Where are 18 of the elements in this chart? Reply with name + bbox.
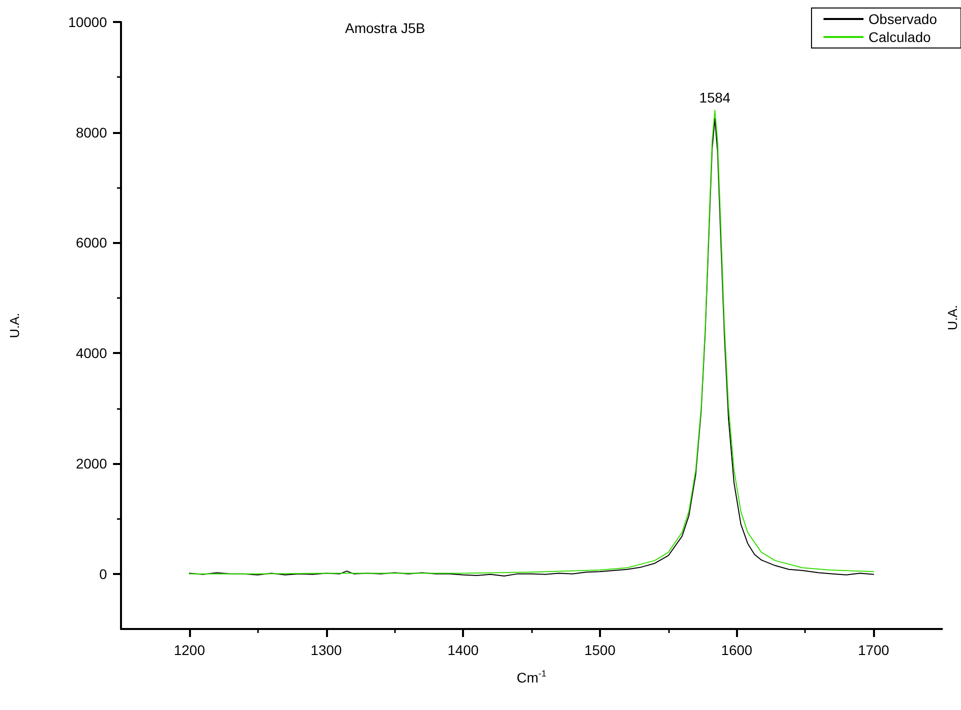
x-tick-label: 1400 xyxy=(448,642,479,658)
y-tick-label: 0 xyxy=(99,566,108,582)
y-axis-title: U.A. xyxy=(7,312,22,338)
y-tick-label: 6000 xyxy=(76,234,108,251)
y-tick-label: 10000 xyxy=(68,14,108,30)
y-tick-label: 2000 xyxy=(76,455,108,472)
annotation: 1584 xyxy=(699,89,731,106)
legend-label: Calculado xyxy=(868,29,931,45)
y-tick-label: 8000 xyxy=(76,124,108,140)
y2-axis-title: U.A. xyxy=(945,304,960,330)
x-tick-label: 1300 xyxy=(310,642,342,658)
x-tick-label: 1600 xyxy=(721,642,753,658)
x-tick-label: 1700 xyxy=(858,642,890,658)
x-tick-label: 1200 xyxy=(174,642,206,658)
chart-title: Amostra J5B xyxy=(345,20,426,36)
y-tick-label: 4000 xyxy=(76,345,108,362)
legend-label: Observado xyxy=(868,11,938,27)
x-tick-label: 1500 xyxy=(584,642,616,658)
